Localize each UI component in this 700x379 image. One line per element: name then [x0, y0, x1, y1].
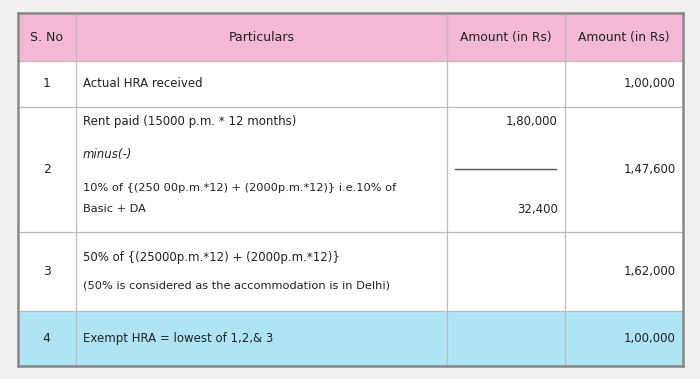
Text: 1,00,000: 1,00,000 — [624, 77, 676, 90]
Text: 1,62,000: 1,62,000 — [624, 265, 676, 278]
Text: 3: 3 — [43, 265, 50, 278]
Bar — [18, 61, 682, 106]
Bar — [18, 232, 682, 311]
Text: 4: 4 — [43, 332, 50, 345]
Text: Basic + DA: Basic + DA — [83, 204, 146, 214]
Text: (50% is considered as the accommodation is in Delhi): (50% is considered as the accommodation … — [83, 281, 390, 291]
Text: Actual HRA received: Actual HRA received — [83, 77, 202, 90]
Text: Exempt HRA = lowest of 1,2,& 3: Exempt HRA = lowest of 1,2,& 3 — [83, 332, 273, 345]
Text: 50% of {(25000p.m.*12) + (2000p.m.*12)}: 50% of {(25000p.m.*12) + (2000p.m.*12)} — [83, 251, 340, 264]
Text: 1: 1 — [43, 77, 50, 90]
Text: 1,00,000: 1,00,000 — [624, 332, 676, 345]
Text: 10% of {(250 00p.m.*12) + (2000p.m.*12)} i.e.10% of: 10% of {(250 00p.m.*12) + (2000p.m.*12)}… — [83, 183, 396, 193]
Bar — [18, 13, 682, 61]
Text: 2: 2 — [43, 163, 50, 176]
Text: minus(-): minus(-) — [83, 148, 132, 161]
Text: Particulars: Particulars — [229, 31, 295, 44]
Bar — [18, 311, 682, 366]
Text: 1,80,000: 1,80,000 — [506, 115, 558, 128]
Bar — [18, 106, 682, 232]
Text: S. No: S. No — [30, 31, 63, 44]
Text: 1,47,600: 1,47,600 — [623, 163, 676, 176]
Text: Rent paid (15000 p.m. * 12 months): Rent paid (15000 p.m. * 12 months) — [83, 115, 296, 128]
Text: Amount (in Rs): Amount (in Rs) — [460, 31, 552, 44]
Text: 32,400: 32,400 — [517, 203, 558, 216]
Text: Amount (in Rs): Amount (in Rs) — [578, 31, 669, 44]
